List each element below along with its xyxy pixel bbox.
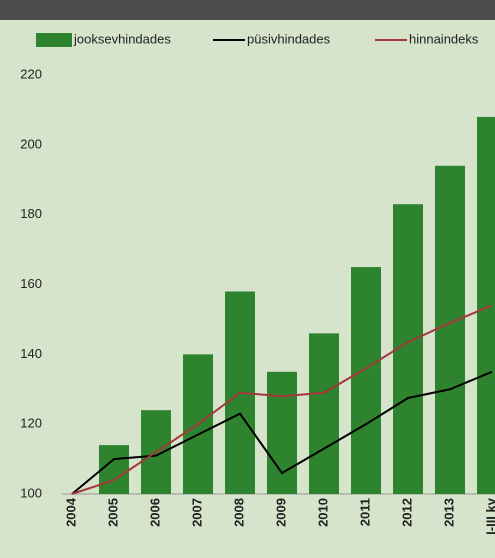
bar — [477, 116, 495, 495]
legend-swatch — [36, 33, 72, 47]
x-tick-label: 2008 — [231, 498, 246, 527]
header-bar — [0, 0, 495, 20]
legend-label: hinnaindeks — [409, 31, 479, 46]
y-tick-label: 200 — [20, 136, 42, 151]
bar — [351, 267, 381, 494]
y-tick-label: 160 — [20, 276, 42, 291]
y-tick-label: 100 — [20, 485, 42, 500]
y-tick-label: 140 — [20, 346, 42, 361]
y-tick-label: 220 — [20, 66, 42, 81]
x-tick-label: 2009 — [273, 498, 288, 527]
bar — [99, 445, 129, 494]
x-tick-label: 2005 — [105, 498, 120, 527]
legend-label: püsivhindades — [247, 31, 331, 46]
bar — [267, 371, 297, 494]
line — [71, 370, 493, 495]
x-tick-label: 2012 — [399, 498, 414, 527]
x-tick-label: I-III kv — [483, 497, 495, 535]
line — [71, 304, 493, 495]
x-tick-label: 2006 — [147, 498, 162, 527]
x-tick-label: 2010 — [315, 498, 330, 527]
bar — [309, 333, 339, 494]
y-tick-label: 120 — [20, 416, 42, 431]
x-tick-label: 2007 — [189, 498, 204, 527]
legend-label: jooksevhindades — [73, 31, 171, 46]
x-tick-label: 2013 — [441, 498, 456, 527]
x-tick-label: 2011 — [357, 498, 372, 526]
bar — [435, 165, 465, 495]
x-tick-label: 2004 — [63, 497, 78, 527]
y-tick-label: 180 — [20, 206, 42, 221]
